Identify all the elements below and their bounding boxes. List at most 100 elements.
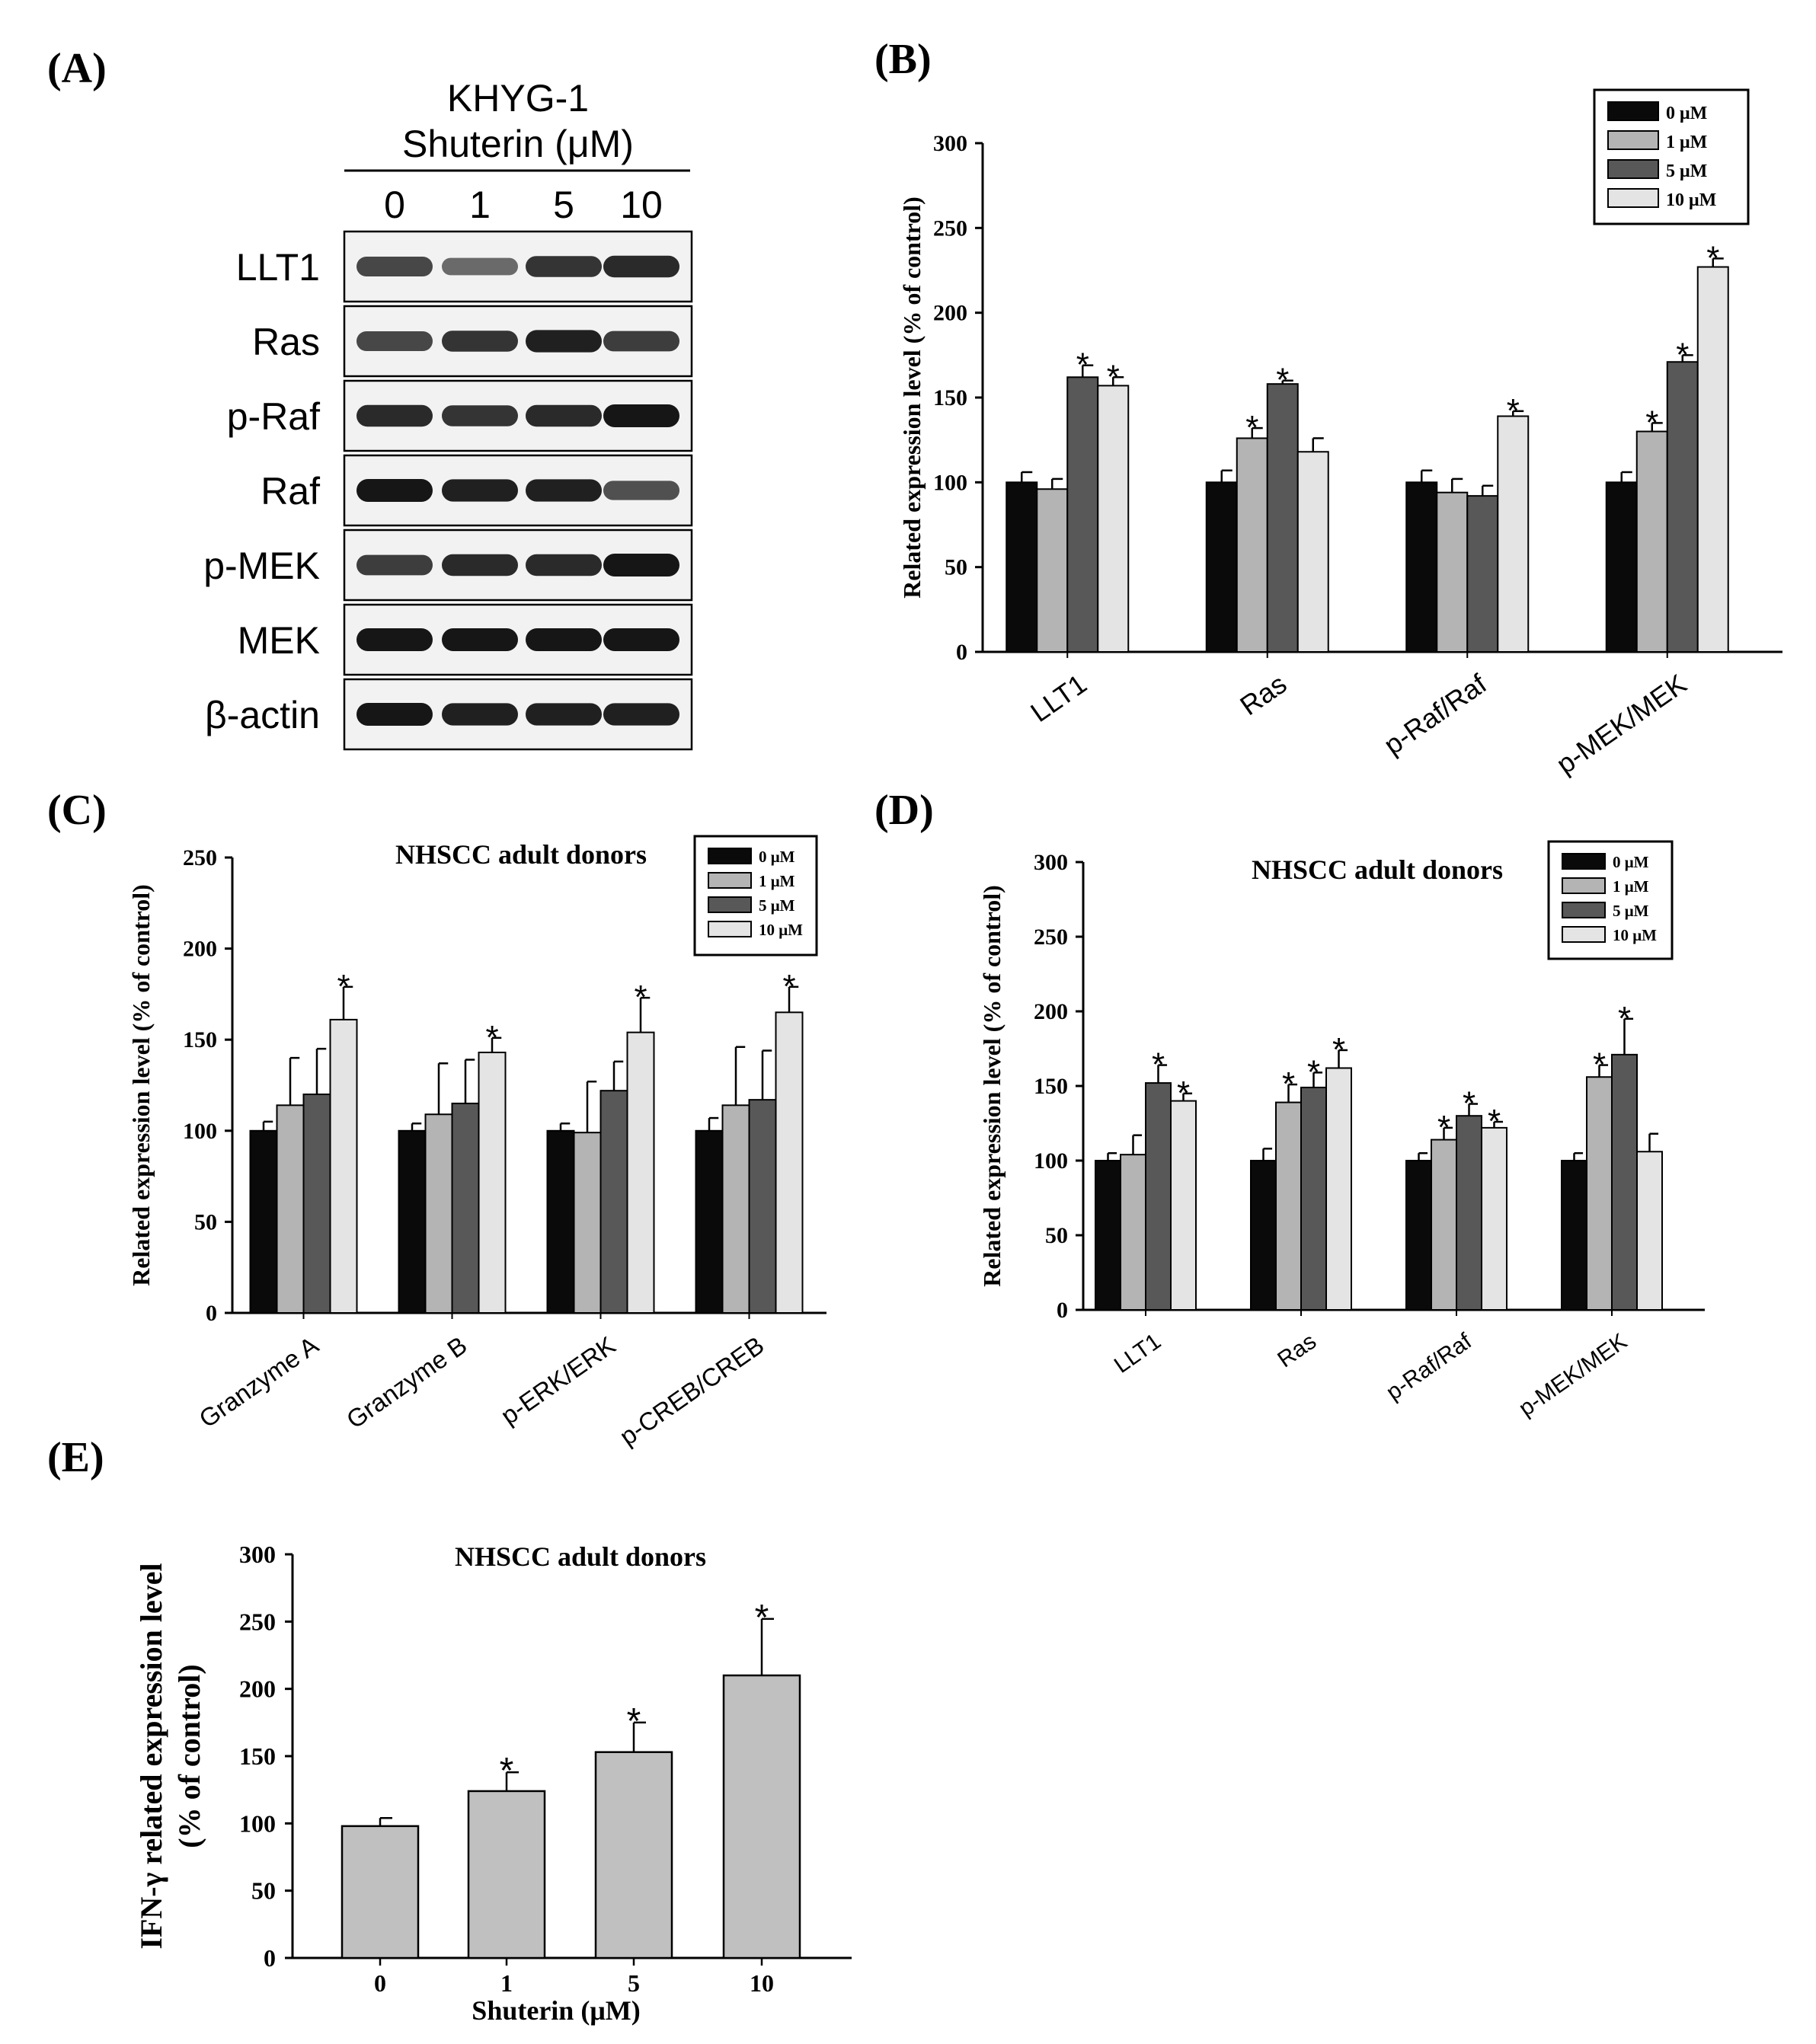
significance-star: * [627,1701,641,1742]
blot-band [526,330,602,353]
y-tick-label: 200 [183,937,217,962]
legend-swatch-1 [1607,130,1659,150]
legend-swatch-3 [1562,926,1606,943]
bar-d-3-1 [1325,1067,1352,1311]
bar-c-3-1 [478,1051,507,1314]
significance-star: * [634,979,647,1016]
legend-swatch-1 [708,872,752,889]
y-tick-label: 200 [933,301,967,326]
y-tick-label: 250 [183,845,217,870]
legend-label-3: 10 μM [1666,190,1716,210]
bar-d-3-2 [1481,1126,1507,1311]
significance-star: * [1706,239,1719,276]
significance-star: * [1488,1103,1501,1140]
chart-b: 0 50 100 150 200 250 300 Related expression lev… [898,88,1782,780]
bar-b-1-0 [1036,488,1069,653]
y-tick-label: 0 [264,1944,276,1972]
y-tick-label: 150 [239,1742,276,1770]
blot-band [603,554,679,576]
legend-label-2: 5 μM [1613,902,1649,920]
bar-c-0-1 [398,1129,427,1314]
bar-c-1-1 [424,1113,453,1314]
panel-label-c: (C) [47,787,107,834]
y-axis-title-units: (% of control) [172,1664,206,1848]
blot-row-label: p-Raf [227,395,320,438]
significance-star: * [1463,1085,1476,1123]
bar-c-0-0 [249,1129,278,1314]
bar-b-3-3 [1696,266,1729,653]
significance-star: * [500,1751,514,1791]
legend-swatch-1 [1562,877,1606,894]
bar-c-0-2 [546,1129,575,1314]
blot-lane-label: 0 [384,184,405,226]
bar-b-2-3 [1666,361,1699,653]
blot-band [526,404,602,427]
significance-star: * [1437,1109,1450,1146]
blot-band [356,703,433,726]
x-category-label: LLT1 [1110,1329,1165,1378]
y-tick-label: 150 [1034,1074,1068,1099]
bar-d-2-3 [1611,1053,1638,1311]
blot-band [526,703,602,726]
y-tick-label: 100 [239,1809,276,1837]
x-category-label: p-MEK/MEK [1551,668,1693,780]
bar-d-0-2 [1405,1160,1432,1311]
legend-swatch-2 [1562,902,1606,918]
x-category-label: p-MEK/MEK [1514,1329,1632,1422]
y-tick-label: 300 [933,131,967,156]
western-blot: KHYG-1 Shuterin (μM) 0 1 5 10 LLT1 Ras p-Raf R… [203,77,693,751]
significance-star: * [755,1598,769,1638]
bar-b-2-1 [1266,383,1299,653]
y-tick-label: 100 [1034,1148,1068,1174]
y-axis-title: Related expression level (% of control) [978,885,1006,1287]
bar-e-0 [340,1825,420,1959]
y-tick-label: 300 [239,1541,276,1568]
bar-e-2 [594,1751,673,1959]
bar-b-3-2 [1497,415,1530,653]
bar-c-1-2 [573,1132,602,1314]
bar-c-3-3 [775,1011,804,1314]
blot-row-label: Raf [261,470,320,513]
blot-row-label: p-MEK [203,545,320,587]
y-tick-label: 250 [933,216,967,241]
significance-star: * [1177,1075,1190,1112]
bar-d-1-2 [1431,1139,1457,1311]
blot-band [526,628,602,651]
y-tick-label: 50 [194,1209,217,1234]
blot-band [356,554,433,576]
legend-label-3: 10 μM [759,921,803,939]
bar-d-2-2 [1456,1115,1482,1311]
bar-b-1-1 [1236,437,1268,653]
significance-star: * [485,1019,498,1056]
legend-swatch-0 [1607,101,1659,121]
significance-star: * [1245,409,1258,446]
legend-swatch-3 [708,921,752,937]
bar-e-3 [722,1674,801,1959]
significance-star: * [1107,358,1120,395]
legend-label-1: 1 μM [1613,877,1649,896]
blot-lane-label: 5 [553,184,574,226]
x-category-label: p-Raf/Raf [1378,667,1493,761]
blot-band [442,257,518,276]
x-tick-label: 1 [500,1969,513,1997]
x-category-label: Granzyme A [194,1330,324,1432]
bar-b-3-0 [1097,385,1130,653]
significance-star: * [1618,1000,1631,1037]
x-category-label: LLT1 [1025,668,1092,728]
y-axis-title: IFN-γ related expression level [134,1563,168,1949]
bar-c-2-2 [599,1090,628,1314]
bar-c-1-0 [276,1104,305,1314]
chart-title: NHSCC adult donors [455,1541,706,1572]
bar-b-1-2 [1436,491,1469,653]
legend-label-2: 5 μM [1666,161,1707,181]
chart-c: 0 50 100 150 200 250 Related expression level … [127,835,826,1451]
x-tick-label: 10 [750,1969,774,1997]
bar-d-0-0 [1095,1160,1121,1311]
significance-star: * [1593,1046,1606,1084]
significance-star: * [337,968,350,1005]
significance-star: * [1676,336,1689,373]
y-tick-label: 150 [183,1027,217,1052]
bar-d-2-0 [1145,1082,1172,1311]
